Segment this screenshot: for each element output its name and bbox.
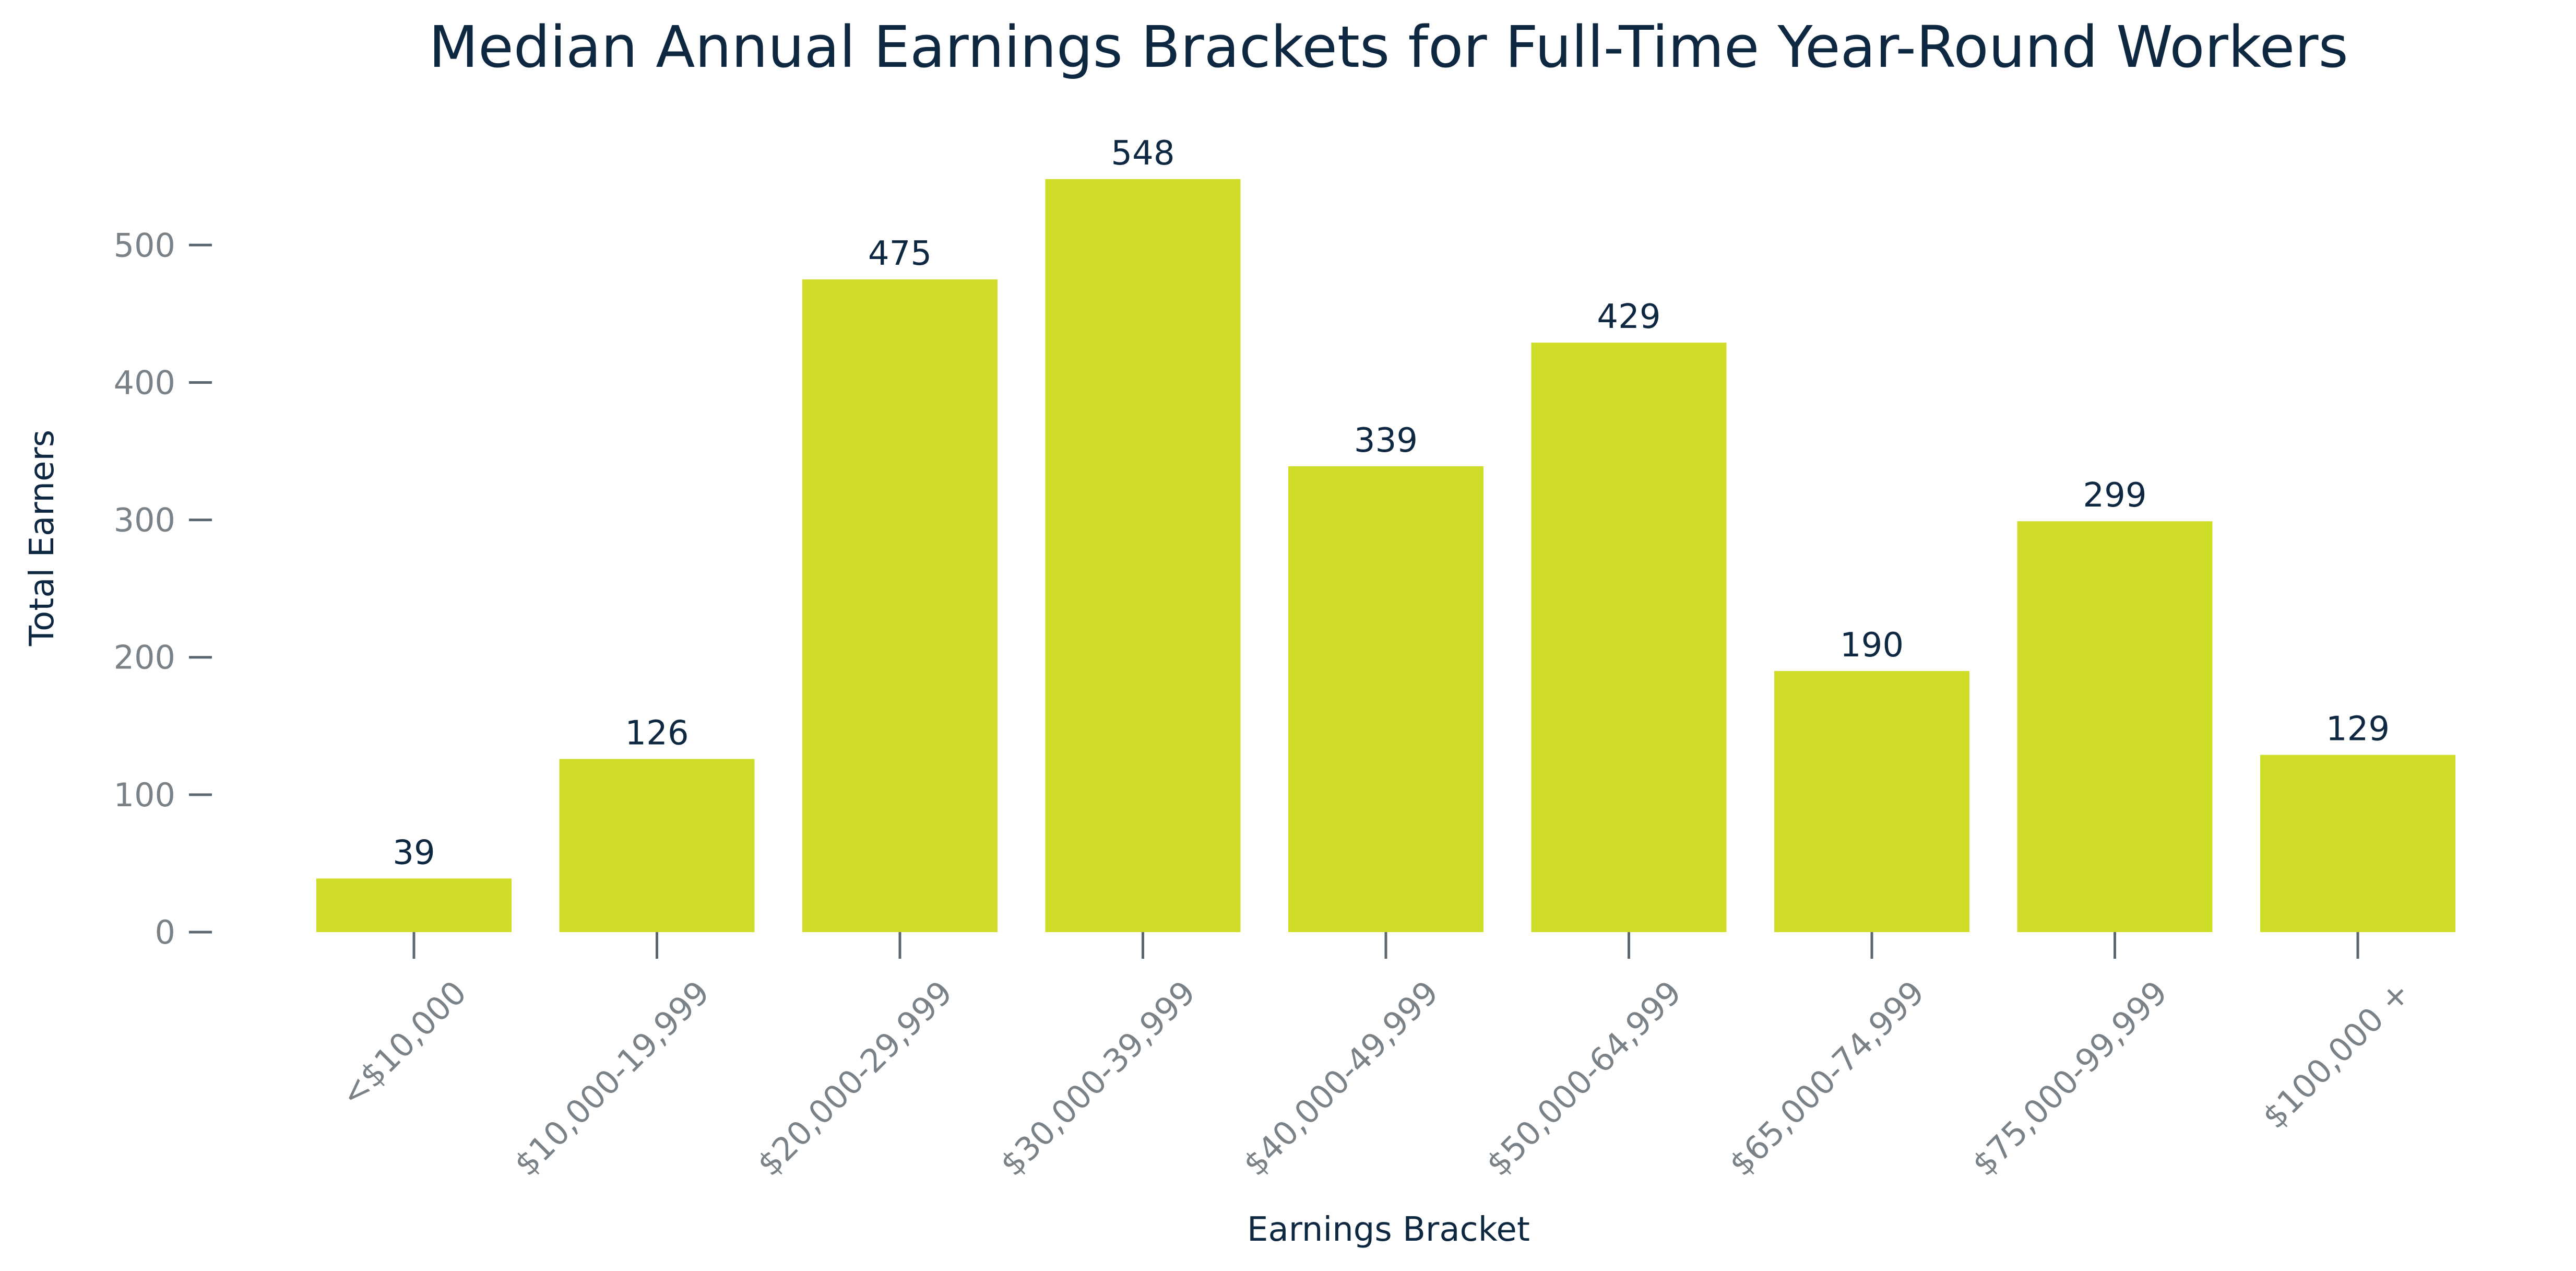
bar [559,759,755,932]
bar-value-label: 129 [2326,710,2390,749]
y-tick-label: 300 [114,501,175,539]
x-tick-label: $30,000-39,999 [993,973,1203,1183]
bar-value-label: 299 [2083,476,2146,515]
x-tick-label: $20,000-29,999 [750,973,959,1183]
y-tick-label: 0 [155,913,175,951]
bar-value-label: 475 [868,234,932,273]
bar-value-label: 39 [393,833,435,872]
bar [2260,755,2455,932]
bar-value-label: 190 [1840,626,1904,665]
bar [1531,343,1727,932]
bar [802,279,998,932]
x-axis-label: Earnings Bracket [1247,1210,1530,1249]
chart-title: Median Annual Earnings Brackets for Full… [429,14,2348,80]
bar [2017,521,2213,932]
x-tick-label: $100,000 + [2255,973,2417,1136]
bar-value-label: 548 [1111,134,1174,173]
bar [316,878,512,932]
x-tick-label: <$10,000 [333,973,474,1114]
y-tick-label: 400 [114,363,175,402]
x-tick-label: $50,000-64,999 [1479,973,1689,1183]
bar-data-labels: 39 126 475 548 339 429 190 299 129 [393,134,2390,872]
y-axis-label: Total Earners [23,430,62,646]
x-tick-label: $10,000-19,999 [507,973,717,1183]
bar [1288,466,1483,932]
y-tick-label: 200 [114,639,175,677]
y-axis-ticks: 0 100 200 300 400 500 [114,226,212,951]
x-tick-label: $75,000-99,999 [1965,973,2175,1183]
bars [316,179,2455,932]
x-tick-label: $65,000-74,999 [1722,973,1931,1183]
y-tick-label: 500 [114,226,175,264]
bar-value-label: 429 [1597,298,1660,336]
x-tick-label: $40,000-49,999 [1236,973,1445,1183]
bar [1045,179,1241,932]
bar-value-label: 126 [625,714,688,752]
bar-value-label: 339 [1354,421,1418,460]
bar [1774,671,1969,932]
y-tick-label: 100 [114,776,175,814]
x-axis-ticks: <$10,000 $10,000-19,999 $20,000-29,999 $30,… [333,932,2418,1183]
